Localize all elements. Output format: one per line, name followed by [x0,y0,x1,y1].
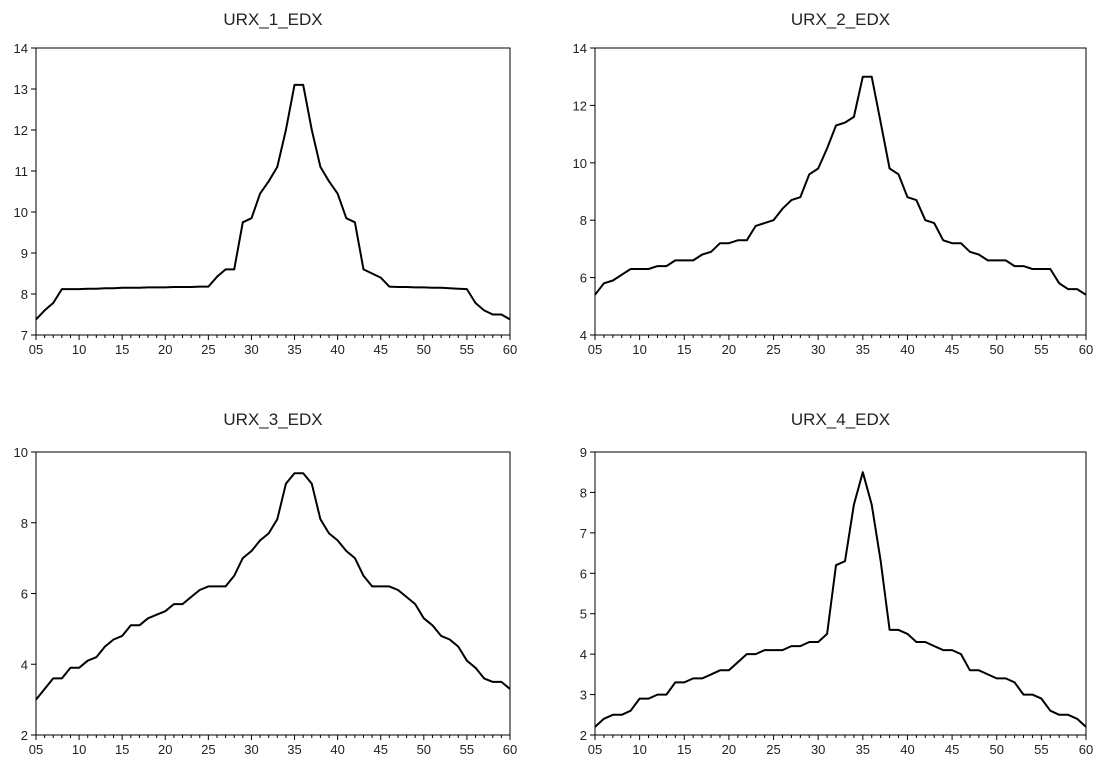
y-tick-label: 7 [580,526,587,541]
y-tick-label: 2 [21,728,28,743]
x-tick-label: 55 [1034,742,1048,757]
y-tick-label: 14 [14,41,28,56]
x-tick-label: 55 [460,742,474,757]
x-tick-label: 40 [900,342,914,357]
x-tick-label: 20 [158,342,172,357]
y-tick-label: 12 [14,123,28,138]
x-tick-label: 25 [766,342,780,357]
y-tick-label: 12 [573,98,587,113]
x-tick-label: 15 [115,742,129,757]
x-tick-label: 40 [330,742,344,757]
x-tick-label: 30 [244,742,258,757]
chart-svg: URX_1_EDX 05 10 15 20 25 30 35 40 45 50 55 60 7 8 9 10 11… [14,10,518,357]
y-tick-label: 8 [580,213,587,228]
y-tick-label: 6 [580,271,587,286]
y-tick-label: 13 [14,82,28,97]
plot-frame [35,451,511,736]
y-tick-label: 9 [580,445,587,460]
x-tick-label: 20 [722,342,736,357]
x-tick-label: 55 [1034,342,1048,357]
y-tick-label: 2 [580,728,587,743]
x-tick-label: 45 [945,342,959,357]
chart-panel-urx-3: URX_3_EDX 05 10 15 20 25 30 35 40 45 50 55 60 2 4 6 8 10 [0,383,547,767]
y-tick-label: 9 [21,246,28,261]
series-line [35,83,511,321]
x-tick-label: 20 [722,742,736,757]
plot-frame [594,451,1087,736]
x-tick-label: 15 [115,342,129,357]
y-tick-label: 8 [21,287,28,302]
x-tick-label: 10 [632,342,646,357]
y-tick-label: 4 [580,647,587,662]
x-tick-label: 35 [287,742,301,757]
x-tick-label: 30 [811,342,825,357]
x-tick-label: 05 [588,742,602,757]
chart-panel-urx-2: URX_2_EDX 05 10 15 20 25 30 35 40 45 50 55 60 4 6 8 10 12… [547,0,1095,383]
chart-panel-urx-1: URX_1_EDX 05 10 15 20 25 30 35 40 45 50 55 60 7 8 9 10 11… [0,0,547,383]
y-tick-label: 5 [580,607,587,622]
x-tick-label: 45 [373,342,387,357]
y-tick-label: 4 [21,657,28,672]
x-tick-label: 50 [417,742,431,757]
x-tick-label: 10 [72,742,86,757]
x-tick-label: 60 [1079,342,1093,357]
x-tick-label: 40 [900,742,914,757]
y-tick-label: 10 [573,156,587,171]
y-tick-label: 10 [14,205,28,220]
y-tick-label: 7 [21,328,28,343]
y-tick-label: 6 [580,566,587,581]
chart-title: URX_1_EDX [223,10,322,29]
x-tick-label: 15 [677,342,691,357]
x-tick-label: 45 [945,742,959,757]
x-tick-label: 40 [330,342,344,357]
chart-svg: URX_2_EDX 05 10 15 20 25 30 35 40 45 50 55 60 4 6 8 10 12… [573,10,1094,357]
chart-panel-urx-4: URX_4_EDX 05 10 15 20 25 30 35 40 45 50 55 60 2 3 4 5 6 7 8… [547,383,1095,767]
chart-title: URX_4_EDX [791,410,890,429]
plot-frame [35,47,511,336]
chart-title: URX_2_EDX [791,10,890,29]
x-tick-label: 60 [1079,742,1093,757]
y-tick-label: 8 [21,516,28,531]
x-tick-label: 35 [856,342,870,357]
y-tick-label: 3 [580,688,587,703]
y-tick-label: 8 [580,485,587,500]
x-tick-label: 50 [989,342,1003,357]
y-tick-label: 4 [580,328,587,343]
x-tick-label: 05 [29,342,43,357]
x-tick-label: 25 [766,742,780,757]
x-tick-label: 10 [632,742,646,757]
x-tick-label: 30 [811,742,825,757]
y-tick-label: 6 [21,587,28,602]
y-tick-label: 10 [14,445,28,460]
x-tick-label: 55 [460,342,474,357]
x-tick-label: 50 [989,742,1003,757]
x-tick-label: 25 [201,742,215,757]
x-tick-label: 35 [287,342,301,357]
x-tick-label: 25 [201,342,215,357]
x-tick-label: 10 [72,342,86,357]
chart-title: URX_3_EDX [223,410,322,429]
x-tick-label: 35 [856,742,870,757]
x-tick-label: 60 [503,742,517,757]
x-tick-label: 05 [29,742,43,757]
y-tick-label: 14 [573,41,587,56]
plot-frame [594,47,1087,336]
x-tick-label: 50 [417,342,431,357]
y-tick-label: 11 [15,164,29,179]
x-tick-label: 20 [158,742,172,757]
chart-svg: URX_3_EDX 05 10 15 20 25 30 35 40 45 50 55 60 2 4 6 8 10 [14,410,518,757]
x-tick-label: 45 [373,742,387,757]
x-tick-label: 05 [588,342,602,357]
x-tick-label: 30 [244,342,258,357]
series-line [594,75,1087,296]
series-line [35,472,511,701]
x-tick-label: 60 [503,342,517,357]
series-line [594,471,1087,728]
x-tick-label: 15 [677,742,691,757]
